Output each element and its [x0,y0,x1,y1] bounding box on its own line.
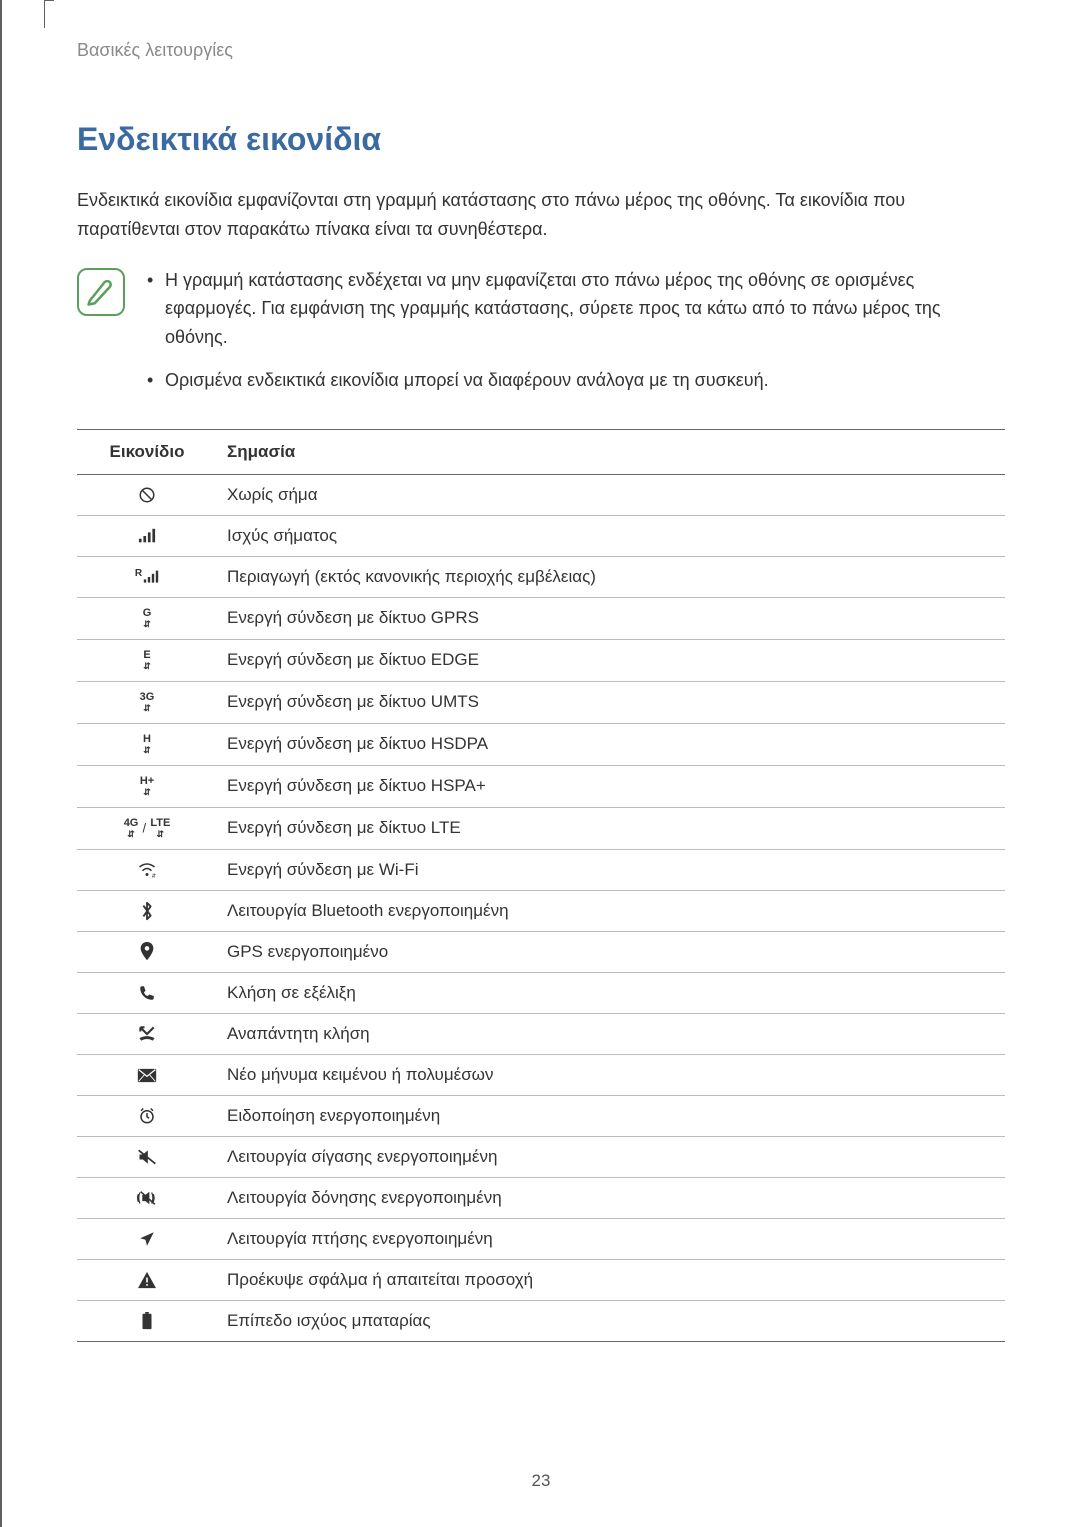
page: Βασικές λειτουργίες Ενδεικτικά εικονίδια… [0,0,1080,1527]
section-title: Ενδεικτικά εικονίδια [77,121,1005,158]
hsdpa-icon: H⇵ [77,723,217,765]
signal-icon [77,515,217,556]
vibrate-icon [77,1177,217,1218]
table-row: Ειδοποίηση ενεργοποιημένη [77,1095,1005,1136]
table-row: Ισχύς σήματος [77,515,1005,556]
gprs-icon: G⇵ [77,597,217,639]
lte-icon: 4G⇵ / LTE⇵ [77,807,217,849]
hspa-icon: H+⇵ [77,765,217,807]
gps-icon [77,931,217,972]
message-icon [77,1054,217,1095]
svg-text:⇵: ⇵ [152,874,156,879]
meaning-cell: Ενεργή σύνδεση με Wi-Fi [217,849,1005,890]
header-icon: Εικονίδιο [77,429,217,474]
header-meaning: Σημασία [217,429,1005,474]
missed-call-icon [77,1013,217,1054]
table-row: GPS ενεργοποιημένο [77,931,1005,972]
meaning-cell: Προέκυψε σφάλμα ή απαιτείται προσοχή [217,1259,1005,1300]
meaning-cell: Νέο μήνυμα κειμένου ή πολυμέσων [217,1054,1005,1095]
meaning-cell: Λειτουργία δόνησης ενεργοποιημένη [217,1177,1005,1218]
meaning-cell: Ενεργή σύνδεση με δίκτυο EDGE [217,639,1005,681]
note-list: Η γραμμή κατάστασης ενδέχεται να μην εμφ… [143,266,1005,409]
table-row: 3G⇵Ενεργή σύνδεση με δίκτυο UMTS [77,681,1005,723]
table-row: Επίπεδο ισχύος μπαταρίας [77,1300,1005,1341]
meaning-cell: Χωρίς σήμα [217,474,1005,515]
meaning-cell: Ενεργή σύνδεση με δίκτυο UMTS [217,681,1005,723]
table-row: H+⇵Ενεργή σύνδεση με δίκτυο HSPA+ [77,765,1005,807]
note-item: Ορισμένα ενδεικτικά εικονίδια μπορεί να … [143,366,1005,395]
table-row: Λειτουργία πτήσης ενεργοποιημένη [77,1218,1005,1259]
page-number: 23 [2,1471,1080,1491]
table-row: Χωρίς σήμα [77,474,1005,515]
table-row: RΠεριαγωγή (εκτός κανονικής περιοχής εμβ… [77,556,1005,597]
bluetooth-icon [77,890,217,931]
table-row: Λειτουργία δόνησης ενεργοποιημένη [77,1177,1005,1218]
meaning-cell: Αναπάντητη κλήση [217,1013,1005,1054]
breadcrumb: Βασικές λειτουργίες [77,40,1005,61]
icon-table: Εικονίδιο Σημασία Χωρίς σήμαΙσχύς σήματο… [77,429,1005,1342]
table-header-row: Εικονίδιο Σημασία [77,429,1005,474]
table-row: E⇵Ενεργή σύνδεση με δίκτυο EDGE [77,639,1005,681]
battery-icon [77,1300,217,1341]
note-icon [77,268,125,316]
meaning-cell: Ενεργή σύνδεση με δίκτυο GPRS [217,597,1005,639]
no-signal-icon [77,474,217,515]
edge-icon: E⇵ [77,639,217,681]
table-row: H⇵Ενεργή σύνδεση με δίκτυο HSDPA [77,723,1005,765]
table-row: Προέκυψε σφάλμα ή απαιτείται προσοχή [77,1259,1005,1300]
meaning-cell: Ισχύς σήματος [217,515,1005,556]
table-row: Λειτουργία σίγασης ενεργοποιημένη [77,1136,1005,1177]
table-row: Κλήση σε εξέλιξη [77,972,1005,1013]
meaning-cell: Λειτουργία σίγασης ενεργοποιημένη [217,1136,1005,1177]
table-row: Λειτουργία Bluetooth ενεργοποιημένη [77,890,1005,931]
meaning-cell: Λειτουργία πτήσης ενεργοποιημένη [217,1218,1005,1259]
alarm-icon [77,1095,217,1136]
warning-icon [77,1259,217,1300]
table-row: Αναπάντητη κλήση [77,1013,1005,1054]
meaning-cell: Λειτουργία Bluetooth ενεργοποιημένη [217,890,1005,931]
roaming-icon: R [77,556,217,597]
airplane-icon [77,1218,217,1259]
meaning-cell: Ενεργή σύνδεση με δίκτυο HSPA+ [217,765,1005,807]
meaning-cell: GPS ενεργοποιημένο [217,931,1005,972]
page-corner-marker [44,0,54,28]
meaning-cell: Ειδοποίηση ενεργοποιημένη [217,1095,1005,1136]
meaning-cell: Ενεργή σύνδεση με δίκτυο HSDPA [217,723,1005,765]
umts-icon: 3G⇵ [77,681,217,723]
note-block: Η γραμμή κατάστασης ενδέχεται να μην εμφ… [77,266,1005,409]
meaning-cell: Κλήση σε εξέλιξη [217,972,1005,1013]
table-row: 4G⇵ / LTE⇵Ενεργή σύνδεση με δίκτυο LTE [77,807,1005,849]
meaning-cell: Περιαγωγή (εκτός κανονικής περιοχής εμβέ… [217,556,1005,597]
meaning-cell: Επίπεδο ισχύος μπαταρίας [217,1300,1005,1341]
note-item: Η γραμμή κατάστασης ενδέχεται να μην εμφ… [143,266,1005,352]
table-row: ⇵ Ενεργή σύνδεση με Wi-Fi [77,849,1005,890]
mute-icon [77,1136,217,1177]
meaning-cell: Ενεργή σύνδεση με δίκτυο LTE [217,807,1005,849]
wifi-icon: ⇵ [77,849,217,890]
table-row: Νέο μήνυμα κειμένου ή πολυμέσων [77,1054,1005,1095]
call-icon [77,972,217,1013]
table-row: G⇵Ενεργή σύνδεση με δίκτυο GPRS [77,597,1005,639]
intro-paragraph: Ενδεικτικά εικονίδια εμφανίζονται στη γρ… [77,186,1005,244]
